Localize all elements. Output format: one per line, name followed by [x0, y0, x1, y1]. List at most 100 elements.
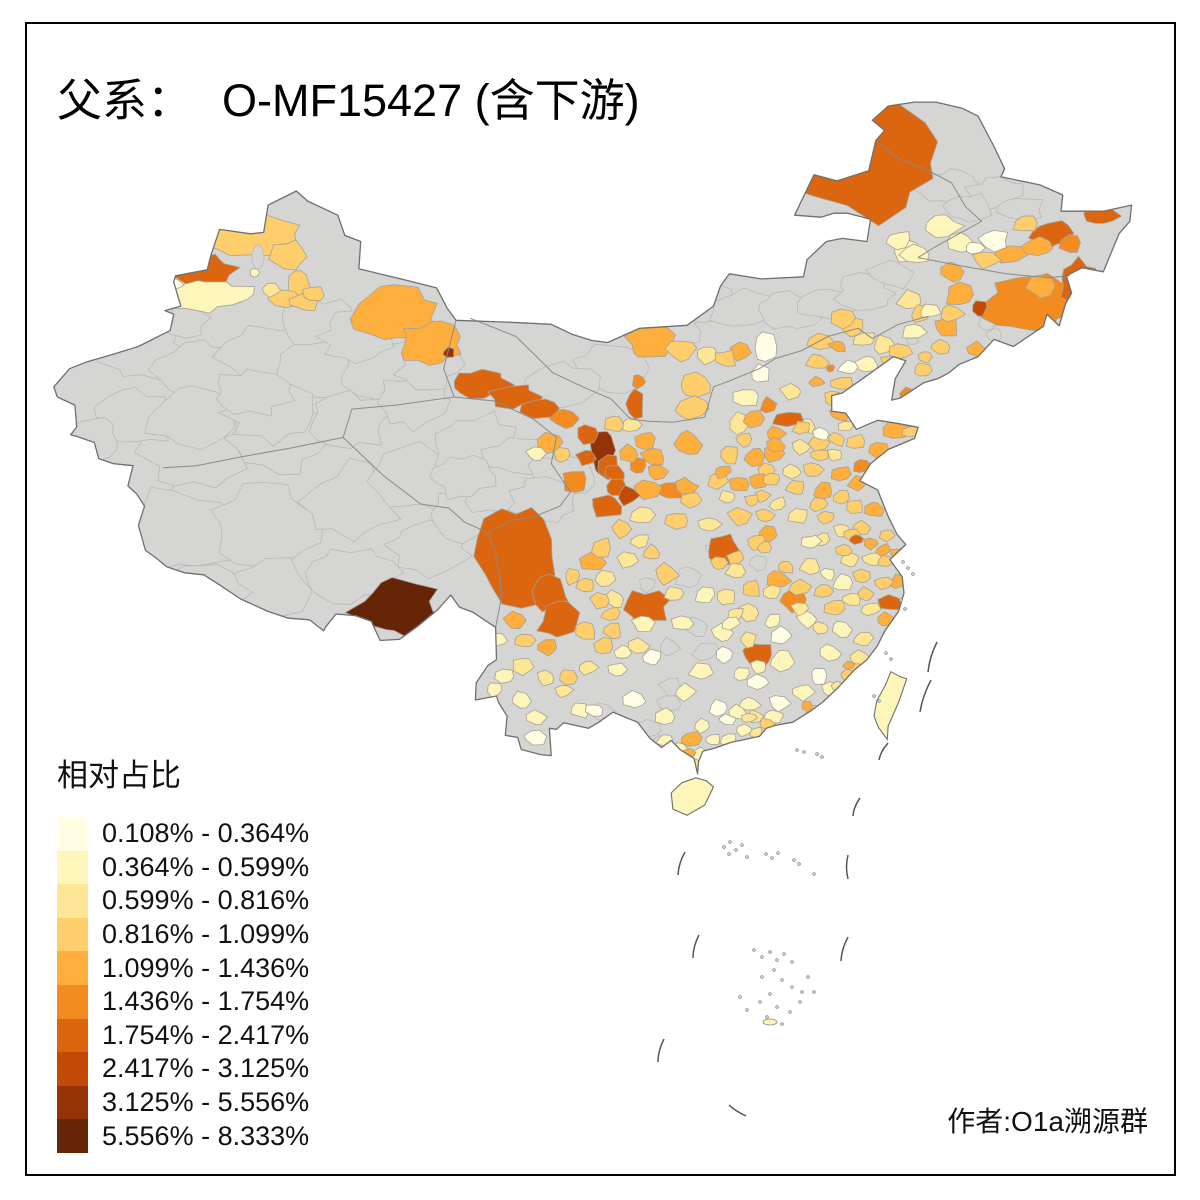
small-island-dot: [800, 990, 804, 994]
prefecture-patch: [836, 359, 859, 375]
prefecture-patch: [791, 438, 812, 456]
prefecture-layer: [60, 102, 1123, 770]
prefecture-patch: [664, 513, 688, 530]
map-legend: 相对占比 0.108% - 0.364% 0.364% - 0.599% 0.599…: [57, 750, 309, 1153]
prefecture-patch: [873, 576, 895, 591]
nine-dash-line-segment: [840, 936, 849, 962]
prefecture-patch: [696, 517, 724, 532]
prefecture-patch: [1020, 236, 1054, 257]
legend-label-3: 0.816% - 1.099%: [102, 919, 310, 950]
prefecture-patch: [831, 620, 854, 639]
nine-dash-line-segment: [919, 679, 932, 713]
prefecture-patch: [642, 648, 661, 666]
prefecture-patch: [562, 471, 587, 493]
small-island-dot: [776, 851, 780, 855]
prefecture-patch: [673, 429, 704, 456]
nine-dash-line-segment: [677, 851, 686, 876]
small-island-dot: [820, 755, 824, 759]
prefecture-patch: [627, 637, 651, 654]
prefecture-patch: [679, 492, 703, 509]
prefecture-patch: [523, 729, 548, 746]
small-island-dot: [906, 566, 910, 570]
prefecture-patch: [823, 599, 846, 616]
prefecture-patch: [592, 494, 623, 518]
small-island-dot: [802, 750, 806, 754]
prefecture-patch: [790, 602, 810, 617]
prefecture-patch: [524, 446, 548, 462]
prefecture-patch: [800, 534, 823, 549]
nodata-cell: [309, 389, 394, 450]
legend-swatch-6: [57, 1018, 88, 1053]
small-island-dot: [768, 992, 772, 996]
prefecture-patch: [966, 241, 986, 255]
prefecture-patch: [888, 343, 914, 360]
prefecture-patch: [732, 389, 759, 407]
prefecture-patch: [746, 673, 770, 691]
prefecture-patch: [819, 568, 835, 581]
prefecture-patch: [838, 421, 854, 432]
prefecture-patch: [694, 586, 716, 604]
prefecture-patch: [714, 465, 732, 480]
prefecture-patch: [813, 481, 832, 500]
legend-row-1: 0.364% - 0.599%: [57, 850, 309, 885]
prefecture-patch: [613, 644, 633, 659]
prefecture-patch: [808, 375, 826, 387]
prefecture-patch: [670, 615, 695, 630]
prefecture-patch: [590, 537, 611, 558]
prefecture-patch: [748, 473, 768, 490]
prefecture-patch: [681, 371, 711, 398]
prefecture-patch: [716, 588, 736, 606]
prefecture-patch: [1012, 215, 1038, 232]
prefecture-patch: [762, 584, 781, 600]
title-haplogroup-label: 父系：: [57, 76, 193, 126]
prefecture-patch: [559, 669, 579, 686]
prefecture-patch: [664, 340, 698, 363]
prefecture-patch: [616, 551, 640, 569]
prefecture-patch: [743, 447, 766, 467]
prefecture-patch: [588, 591, 610, 610]
prefecture-patch: [879, 356, 898, 367]
small-island-dot: [722, 845, 726, 849]
legend-row-7: 2.417% - 3.125%: [57, 1052, 309, 1086]
legend-label-6: 1.754% - 2.417%: [102, 1019, 310, 1050]
prefecture-patch: [812, 621, 829, 635]
legend-label-4: 1.099% - 1.436%: [102, 952, 310, 983]
small-island-dot: [775, 1005, 779, 1009]
province-border-line: [469, 315, 929, 423]
prefecture-patch: [525, 709, 548, 725]
prefecture-patch: [512, 657, 535, 677]
prefecture-patch: [514, 633, 537, 648]
nodata-cell: [61, 416, 118, 464]
lake: [251, 244, 265, 270]
legend-swatch-7: [57, 1052, 88, 1086]
prefecture-patch: [849, 534, 864, 545]
nodata-cell: [144, 385, 237, 451]
prefecture-patch: [268, 239, 308, 271]
prefecture-patch: [839, 552, 860, 568]
prefecture-patch: [852, 631, 875, 646]
prefecture-patch: [655, 561, 681, 587]
small-island-dot: [752, 948, 756, 952]
prefecture-patch: [611, 518, 633, 540]
prefecture-patch: [917, 351, 933, 364]
legend-row-3: 0.816% - 1.099%: [57, 917, 310, 952]
prefecture-patch: [729, 477, 750, 492]
taiwan-island: [873, 670, 908, 741]
prefecture-patch: [642, 543, 661, 560]
legend-row-5: 1.436% - 1.754%: [57, 984, 309, 1019]
prefecture-patch: [570, 702, 591, 719]
nodata-cell: [748, 555, 768, 572]
prefecture-patch: [629, 534, 649, 549]
prefecture-patch: [742, 643, 772, 668]
prefecture-patch: [735, 432, 753, 448]
legend-swatch-4: [57, 951, 88, 985]
prefecture-patch: [920, 303, 942, 318]
prefecture-patch: [718, 713, 737, 726]
prefecture-patch: [841, 593, 861, 606]
prefecture-patch: [549, 408, 580, 430]
small-island-dot: [780, 1022, 784, 1026]
prefecture-patch: [801, 700, 813, 712]
small-island-dot: [889, 657, 893, 661]
nodata-cell: [296, 457, 404, 543]
small-island-dot: [740, 843, 744, 847]
